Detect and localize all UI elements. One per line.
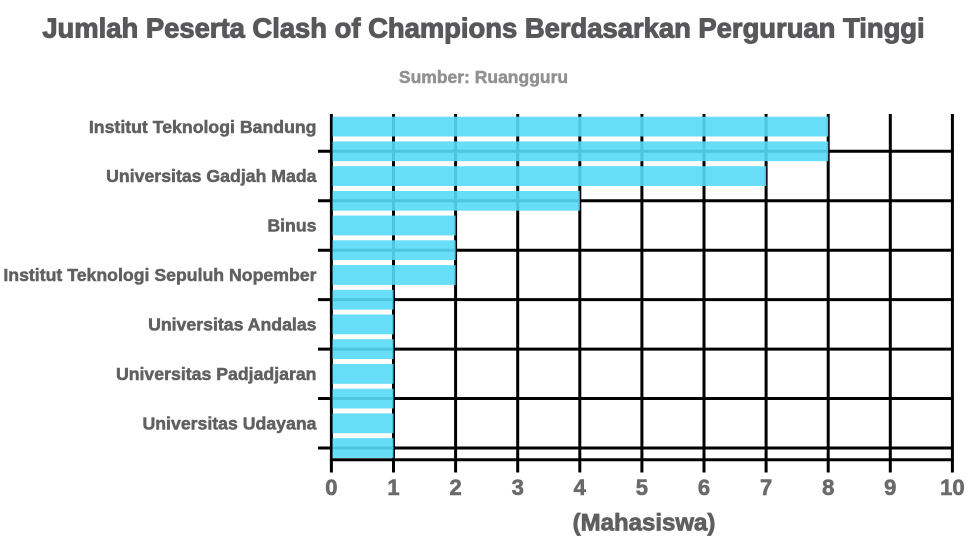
svg-text:Universitas Udayana: Universitas Udayana [142,414,316,434]
svg-text:4: 4 [574,475,587,500]
svg-text:8: 8 [822,475,834,500]
svg-text:Universitas Andalas: Universitas Andalas [148,315,317,335]
svg-text:6: 6 [698,475,710,500]
svg-text:3: 3 [512,475,524,500]
svg-text:9: 9 [884,475,896,500]
svg-text:Universitas Gadjah Mada: Universitas Gadjah Mada [106,166,317,186]
svg-text:2: 2 [449,475,461,500]
svg-text:(Mahasiswa): (Mahasiswa) [573,510,716,537]
svg-text:Universitas Padjadjaran: Universitas Padjadjaran [116,364,317,384]
svg-text:10: 10 [940,475,964,500]
svg-text:Institut Teknologi Bandung: Institut Teknologi Bandung [89,117,317,137]
svg-text:7: 7 [760,475,772,500]
svg-text:1: 1 [387,475,399,500]
svg-text:Jumlah Peserta Clash of Champi: Jumlah Peserta Clash of Champions Berdas… [42,13,924,44]
svg-text:Binus: Binus [267,216,316,236]
svg-text:Institut Teknologi Sepuluh Nop: Institut Teknologi Sepuluh Nopember [3,265,316,285]
svg-text:Sumber: Ruangguru: Sumber: Ruangguru [399,67,568,87]
svg-text:5: 5 [636,475,648,500]
svg-text:0: 0 [325,475,337,500]
